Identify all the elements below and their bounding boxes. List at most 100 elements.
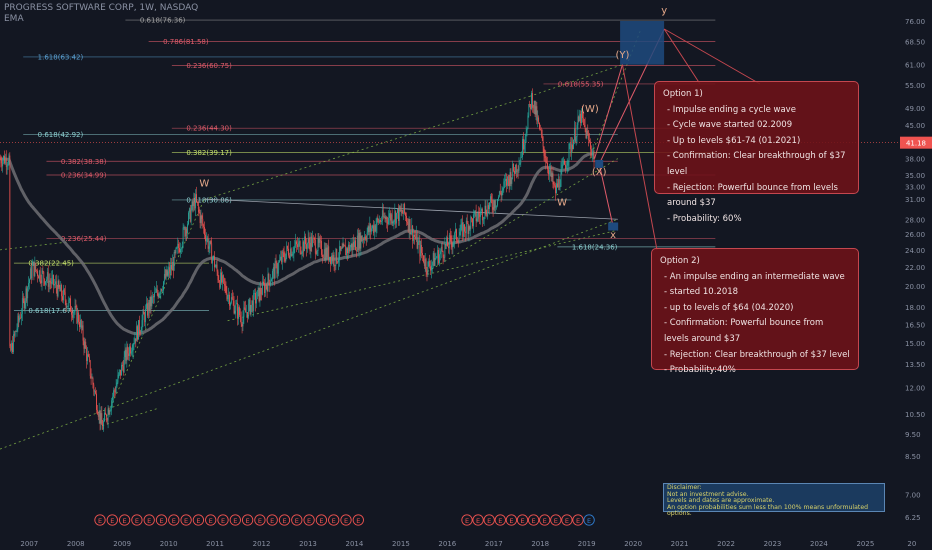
earnings-marker[interactable] xyxy=(155,514,168,526)
candle-body xyxy=(247,312,248,318)
candle-body xyxy=(382,210,384,217)
earnings-marker[interactable] xyxy=(303,514,315,526)
candle-body xyxy=(548,170,550,175)
x-tick-label: 2021 xyxy=(671,540,689,548)
candle-body xyxy=(182,227,184,245)
earnings-marker[interactable] xyxy=(192,514,205,526)
candle-body xyxy=(232,298,234,301)
candle-body xyxy=(322,254,323,257)
candle-body xyxy=(186,228,188,234)
earnings-marker[interactable] xyxy=(494,514,506,526)
candle-body xyxy=(329,256,331,261)
ema-line xyxy=(0,152,595,336)
earnings-marker[interactable] xyxy=(241,514,254,526)
candle-body xyxy=(79,319,81,328)
earnings-marker-label: E xyxy=(246,517,250,525)
candle-body xyxy=(548,169,549,175)
earnings-marker[interactable] xyxy=(118,514,131,526)
earnings-marker[interactable] xyxy=(168,514,180,526)
candle-body xyxy=(364,236,366,240)
candle-body xyxy=(546,162,548,164)
earnings-marker[interactable] xyxy=(278,514,291,526)
candle-body xyxy=(439,251,441,255)
candle-body xyxy=(330,256,331,264)
earnings-marker[interactable] xyxy=(106,514,118,526)
candle-body xyxy=(123,357,125,373)
earnings-marker[interactable] xyxy=(266,514,278,526)
earnings-marker[interactable] xyxy=(527,514,540,526)
fib-label: 0.382(38.38) xyxy=(61,158,107,166)
candle-body xyxy=(323,249,325,258)
candle-body xyxy=(308,237,310,243)
candle-body xyxy=(324,249,326,261)
candle-body xyxy=(426,270,428,275)
candle-body xyxy=(211,243,213,264)
earnings-marker[interactable] xyxy=(583,514,595,526)
earnings-marker[interactable] xyxy=(483,514,495,526)
candle-body xyxy=(158,293,160,298)
candle-body xyxy=(554,184,556,186)
earnings-marker[interactable] xyxy=(328,514,340,526)
candle-body xyxy=(493,200,495,210)
x-tick-label: 2018 xyxy=(531,540,549,548)
x-axis-panel xyxy=(0,535,932,550)
earnings-marker[interactable] xyxy=(472,514,484,526)
earnings-marker[interactable] xyxy=(505,514,518,526)
candle-body xyxy=(224,283,226,286)
option-title: Option 1) xyxy=(663,89,703,99)
earnings-marker[interactable] xyxy=(516,514,529,526)
y-tick-label: 24.00 xyxy=(905,247,925,255)
earnings-marker[interactable] xyxy=(229,514,241,526)
candle-body xyxy=(62,296,63,301)
earnings-marker[interactable] xyxy=(180,514,192,526)
candle-body xyxy=(282,251,284,253)
candle-body xyxy=(18,315,20,321)
earnings-marker[interactable] xyxy=(352,514,364,526)
candle-body xyxy=(316,251,318,254)
earnings-marker[interactable] xyxy=(94,514,106,526)
candle-body xyxy=(111,400,113,409)
candle-body xyxy=(409,219,411,235)
earnings-marker[interactable] xyxy=(143,514,155,526)
candle-body xyxy=(476,218,478,222)
earnings-marker[interactable] xyxy=(254,514,266,526)
earnings-marker[interactable] xyxy=(340,514,352,526)
candle-body xyxy=(90,375,92,379)
candle-body xyxy=(305,244,307,250)
earnings-marker[interactable] xyxy=(315,514,328,526)
candle-body xyxy=(448,246,449,249)
candle-body xyxy=(544,156,546,158)
earnings-marker[interactable] xyxy=(131,514,143,526)
candle-body xyxy=(430,266,431,271)
candle-body xyxy=(68,299,70,306)
indicator-label[interactable]: EMA xyxy=(4,14,24,24)
candle-body xyxy=(403,203,405,214)
candle-body xyxy=(395,211,397,224)
candle-body xyxy=(23,298,25,309)
candle-body xyxy=(221,272,222,283)
earnings-marker[interactable] xyxy=(461,514,473,526)
candle-body xyxy=(212,258,213,264)
candle-body xyxy=(333,254,335,266)
candle-body xyxy=(459,232,461,236)
candle-body xyxy=(557,183,558,188)
candle-body xyxy=(181,244,183,249)
candle-body xyxy=(289,248,291,259)
candle-body xyxy=(3,155,4,161)
fib-label: 0.236(60.75) xyxy=(186,62,232,70)
candle-body xyxy=(244,307,246,309)
candle-body xyxy=(289,255,290,259)
earnings-marker[interactable] xyxy=(205,514,217,526)
candle-body xyxy=(576,125,578,138)
candle-body xyxy=(456,240,458,242)
candle-body xyxy=(203,225,205,227)
candle-body xyxy=(152,296,154,297)
earnings-marker[interactable] xyxy=(561,514,573,526)
earnings-marker[interactable] xyxy=(572,514,584,526)
earnings-marker[interactable] xyxy=(550,514,562,526)
earnings-marker[interactable] xyxy=(217,514,229,526)
option1-box: Option 1) - Impulse ending a cycle wave - … xyxy=(654,81,859,224)
earnings-marker[interactable] xyxy=(291,514,303,526)
earnings-marker[interactable] xyxy=(539,514,551,526)
